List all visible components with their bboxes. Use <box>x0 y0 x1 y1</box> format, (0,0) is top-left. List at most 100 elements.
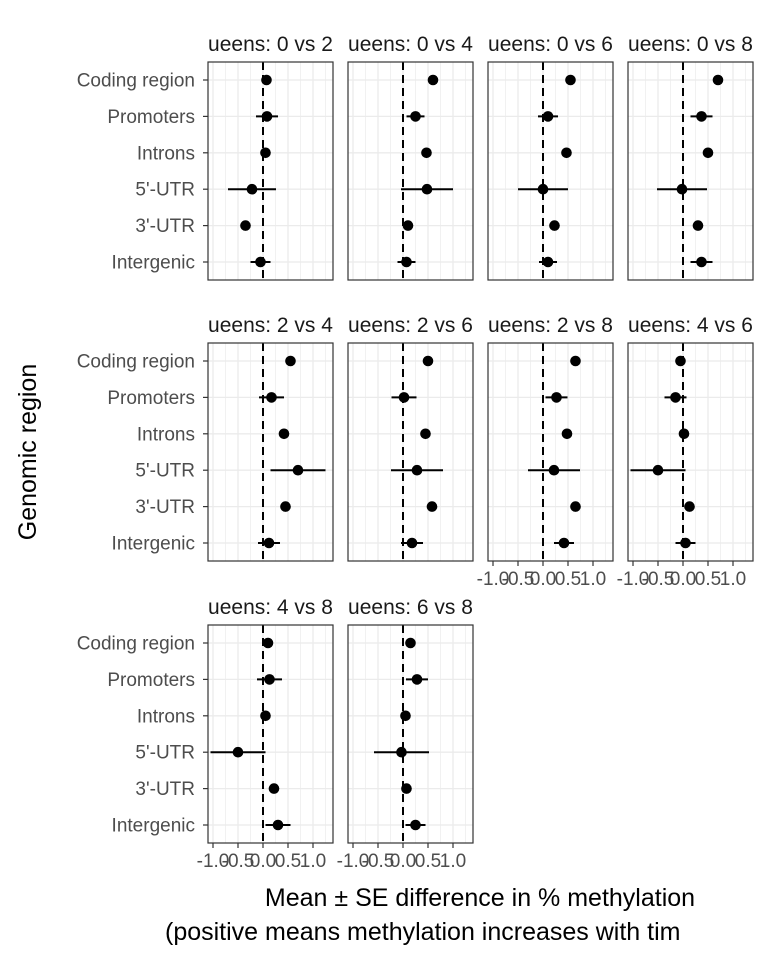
data-point <box>570 501 581 512</box>
y-tick-label: Introns <box>137 143 195 164</box>
panel-background <box>208 343 333 561</box>
data-point <box>422 355 434 367</box>
data-point <box>280 501 291 512</box>
facet-title: ueens: 0 vs 6 <box>488 33 613 56</box>
data-point <box>542 256 554 268</box>
data-point <box>263 537 275 549</box>
data-point <box>278 428 290 440</box>
data-point <box>692 220 704 231</box>
x-tick-label: -1.0 <box>197 851 230 872</box>
data-point <box>561 428 573 440</box>
y-axis-title: Genomic region <box>14 364 42 540</box>
data-point <box>675 355 686 367</box>
panel-border <box>347 624 474 844</box>
y-tick-label: Introns <box>137 706 195 727</box>
facet-title: ueens: 6 vs 8 <box>348 596 473 619</box>
facet-panel: ueens: 0 vs 4 <box>347 33 474 281</box>
data-point <box>420 428 431 440</box>
data-point <box>260 710 271 722</box>
data-point <box>396 746 407 758</box>
data-point <box>410 819 421 831</box>
facet-panel: ueens: 0 vs 6 <box>487 33 614 281</box>
data-point <box>398 392 410 403</box>
x-tick-label: -1.0 <box>337 851 370 872</box>
data-point <box>702 147 714 159</box>
data-point <box>411 464 423 476</box>
data-point <box>426 501 438 512</box>
data-point <box>285 355 296 367</box>
data-point <box>565 74 576 86</box>
panel-background <box>488 62 613 280</box>
facet-title: ueens: 0 vs 4 <box>348 33 473 56</box>
panel-border <box>347 61 474 281</box>
data-point <box>266 392 277 403</box>
panel-border <box>487 61 614 281</box>
facet-title: ueens: 4 vs 8 <box>208 596 333 619</box>
data-point <box>406 537 418 549</box>
panel-background <box>348 625 473 843</box>
panel-background <box>628 62 753 280</box>
data-point <box>542 111 554 122</box>
data-point <box>268 783 280 794</box>
data-point <box>549 220 560 231</box>
data-point <box>558 537 570 549</box>
panel-border <box>487 342 614 562</box>
facet-title: ueens: 4 vs 6 <box>628 314 753 337</box>
x-tick-label: 1.0 <box>440 851 466 872</box>
data-point <box>421 183 433 195</box>
y-tick-label: 5'-UTR <box>135 743 195 764</box>
data-point <box>405 637 416 649</box>
data-point <box>570 355 581 367</box>
y-tick-label: 5'-UTR <box>135 461 195 482</box>
panel-border <box>207 61 334 281</box>
data-point <box>262 637 274 649</box>
x-tick-label: 0.0 <box>390 851 416 872</box>
data-point <box>696 111 707 122</box>
facet-title: ueens: 2 vs 8 <box>488 314 613 337</box>
x-tick-label: -0.5 <box>222 851 255 872</box>
x-tick-label: 0.5 <box>275 851 301 872</box>
y-tick-label: Promoters <box>107 388 195 409</box>
y-tick-label: Coding region <box>77 634 195 655</box>
panel-background <box>208 625 333 843</box>
facet-title: ueens: 0 vs 2 <box>208 33 333 56</box>
facet-panel: ueens: 4 vs 6 -1.0-0.50.00.51.0 <box>617 314 754 590</box>
data-point <box>652 464 664 476</box>
x-tick-label: -1.0 <box>617 569 650 590</box>
data-point <box>561 147 572 159</box>
data-point <box>696 256 707 268</box>
y-tick-label: Coding region <box>77 71 195 92</box>
panel-border <box>627 61 754 281</box>
facet-title: ueens: 2 vs 6 <box>348 314 473 337</box>
y-tick-label: Introns <box>137 424 195 445</box>
x-axis-title-line1: Mean ± SE difference in % methylation <box>265 884 695 912</box>
panel-border <box>207 342 334 562</box>
panel-background <box>628 343 753 561</box>
data-point <box>678 428 690 440</box>
x-tick-label: 0.5 <box>555 569 581 590</box>
x-tick-label: 0.5 <box>695 569 721 590</box>
data-point <box>261 111 273 122</box>
panel-border <box>347 342 474 562</box>
data-point <box>712 74 724 86</box>
data-point <box>401 256 412 268</box>
y-tick-label: Intergenic <box>112 253 195 274</box>
data-point <box>240 220 251 231</box>
panel-background <box>348 62 473 280</box>
data-point <box>684 501 695 512</box>
data-point <box>264 674 275 685</box>
data-point <box>411 674 423 685</box>
data-point <box>402 220 414 231</box>
data-point <box>401 783 412 794</box>
x-tick-label: 0.0 <box>250 851 276 872</box>
data-point <box>680 537 691 549</box>
panel-border <box>207 624 334 844</box>
x-axis-title-line2: (positive means methylation increases wi… <box>165 918 680 946</box>
facet-panel: ueens: 2 vs 4 Coding region Promoters Intro… <box>77 314 334 562</box>
panel-background <box>208 62 333 280</box>
y-tick-label: Intergenic <box>112 816 195 837</box>
data-point <box>676 183 688 195</box>
y-tick-label: Intergenic <box>112 534 195 555</box>
x-tick-label: 0.0 <box>670 569 696 590</box>
